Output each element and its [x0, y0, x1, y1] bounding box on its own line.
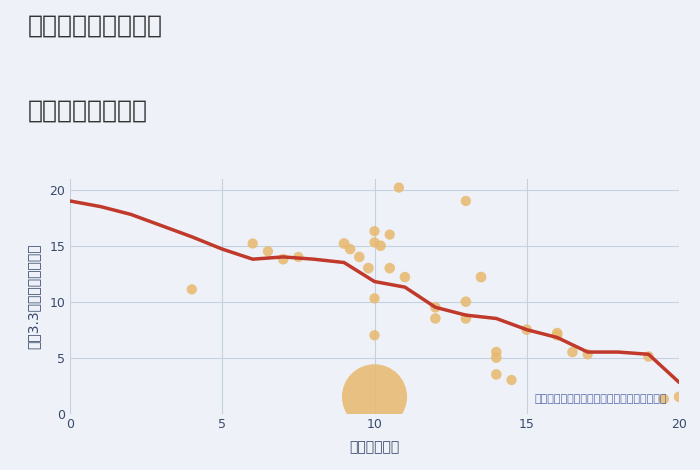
Point: [673, 393, 685, 400]
Text: 千葉県市原市瀬又の: 千葉県市原市瀬又の: [28, 14, 163, 38]
Point: [369, 227, 380, 235]
Point: [461, 298, 472, 306]
Point: [582, 351, 594, 358]
Point: [399, 274, 410, 281]
Point: [369, 295, 380, 302]
Point: [369, 239, 380, 246]
Point: [339, 240, 350, 247]
Point: [369, 393, 380, 400]
Point: [277, 255, 289, 263]
Point: [430, 304, 441, 311]
Point: [363, 264, 374, 272]
Point: [491, 371, 502, 378]
Point: [393, 184, 405, 191]
Point: [491, 348, 502, 356]
Point: [567, 348, 578, 356]
Point: [461, 315, 472, 322]
Text: 駅距離別土地価格: 駅距離別土地価格: [28, 99, 148, 123]
Point: [491, 354, 502, 361]
Point: [186, 286, 197, 293]
Point: [552, 331, 563, 339]
Point: [658, 395, 669, 403]
Point: [384, 264, 395, 272]
Point: [293, 253, 304, 261]
Point: [475, 274, 486, 281]
Y-axis label: 坪（3.3㎡）単価（万円）: 坪（3.3㎡）単価（万円）: [27, 243, 41, 349]
Text: 円の大きさは、取引のあった物件面積を示す: 円の大きさは、取引のあった物件面積を示す: [534, 394, 667, 404]
Point: [354, 253, 365, 261]
Point: [375, 242, 386, 250]
Point: [344, 245, 356, 253]
Point: [369, 331, 380, 339]
Point: [461, 197, 472, 205]
X-axis label: 駅距離（分）: 駅距離（分）: [349, 440, 400, 454]
Point: [430, 315, 441, 322]
Point: [643, 353, 655, 360]
Point: [521, 326, 532, 333]
Point: [552, 329, 563, 337]
Point: [506, 376, 517, 384]
Point: [247, 240, 258, 247]
Point: [384, 231, 395, 238]
Point: [262, 248, 274, 255]
